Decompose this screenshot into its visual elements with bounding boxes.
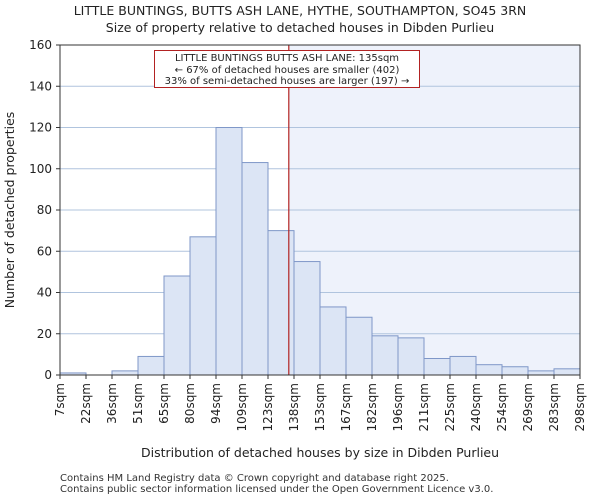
bar-182sqm [371, 335, 399, 376]
x-tick-label-22sqm: 22sqm [79, 383, 93, 424]
bar-283sqm [553, 368, 581, 376]
x-tick-label-36sqm: 36sqm [105, 383, 119, 424]
bar-269sqm [527, 370, 555, 376]
chart-title: LITTLE BUNTINGS, BUTTS ASH LANE, HYTHE, … [73, 3, 527, 18]
x-tick-label-283sqm: 283sqm [547, 383, 561, 431]
bar-240sqm [475, 364, 503, 376]
bar-225sqm [449, 355, 477, 376]
x-tick-label-269sqm: 269sqm [521, 383, 535, 431]
x-tick-label-80sqm: 80sqm [183, 383, 197, 424]
bar-211sqm [423, 358, 451, 376]
chart-subtitle: Size of property relative to detached ho… [105, 20, 495, 35]
x-axis-label: Distribution of detached houses by size … [141, 445, 499, 460]
x-tick-label-94sqm: 94sqm [209, 383, 223, 424]
bar-167sqm [345, 316, 373, 376]
y-axis-label: Number of detached properties [2, 112, 17, 309]
marker-annotation-box: LITTLE BUNTINGS BUTTS ASH LANE: 135sqm ←… [154, 50, 420, 88]
x-tick-label-196sqm: 196sqm [391, 383, 405, 431]
y-tick-label-7: 140 [29, 79, 52, 93]
bar-138sqm [293, 261, 321, 376]
x-tick-label-109sqm: 109sqm [235, 383, 249, 431]
bar-254sqm [501, 366, 529, 376]
y-tick-label-0: 0 [44, 368, 52, 382]
annotation-line-3: 33% of semi-detached houses are larger (… [164, 76, 410, 87]
y-tick-label-5: 100 [29, 162, 52, 176]
x-tick-label-138sqm: 138sqm [287, 383, 301, 431]
y-tick-label-4: 80 [37, 203, 52, 217]
y-tick-label-6: 120 [29, 121, 52, 135]
x-tick-label-167sqm: 167sqm [339, 383, 353, 431]
bar-36sqm [111, 370, 139, 376]
bar-65sqm [163, 275, 191, 376]
y-tick-label-2: 40 [37, 286, 52, 300]
y-tick-label-1: 20 [37, 327, 52, 341]
x-tick-label-254sqm: 254sqm [495, 383, 509, 431]
footer-licence: Contains public sector information licen… [60, 484, 494, 495]
bar-123sqm [267, 230, 295, 376]
bar-153sqm [319, 306, 347, 376]
bar-109sqm [241, 162, 269, 376]
x-tick-label-7sqm: 7sqm [53, 383, 67, 416]
annotation-line-1: LITTLE BUNTINGS BUTTS ASH LANE: 135sqm [174, 53, 400, 64]
bar-196sqm [397, 337, 425, 376]
x-tick-label-123sqm: 123sqm [261, 383, 275, 431]
x-tick-label-298sqm: 298sqm [573, 383, 587, 431]
x-tick-label-211sqm: 211sqm [417, 383, 431, 431]
bar-94sqm [215, 127, 243, 376]
x-tick-label-182sqm: 182sqm [365, 383, 379, 431]
y-tick-label-3: 60 [37, 244, 52, 258]
x-tick-label-153sqm: 153sqm [313, 383, 327, 431]
y-tick-label-8: 160 [29, 38, 52, 52]
annotation-line-2: ← 67% of detached houses are smaller (40… [174, 64, 400, 76]
footer-copyright: Contains HM Land Registry data © Crown c… [60, 473, 449, 484]
bar-80sqm [189, 236, 217, 376]
x-tick-label-51sqm: 51sqm [131, 383, 145, 424]
x-tick-label-225sqm: 225sqm [443, 383, 457, 431]
bar-51sqm [137, 355, 165, 376]
x-tick-label-240sqm: 240sqm [469, 383, 483, 431]
x-tick-label-65sqm: 65sqm [157, 383, 171, 424]
